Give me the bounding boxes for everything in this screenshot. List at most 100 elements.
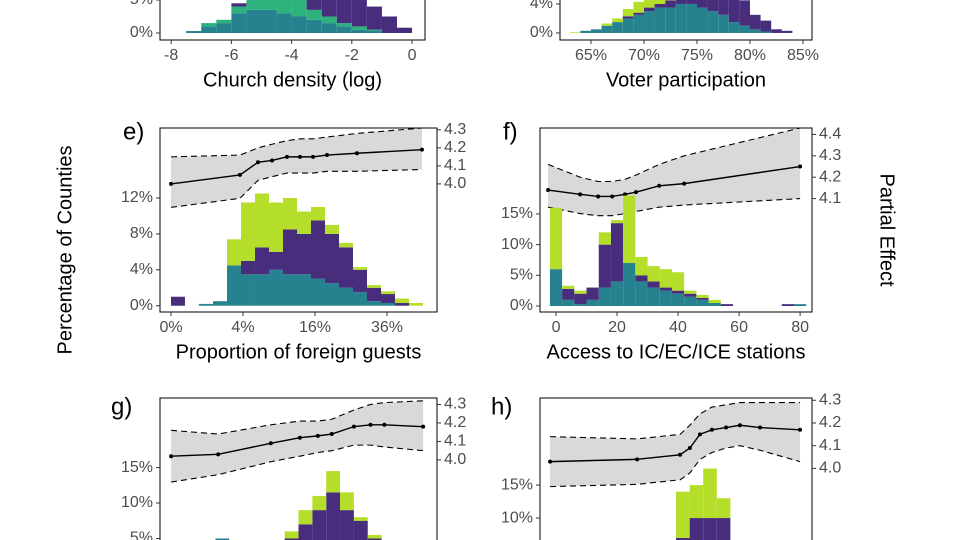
panel-label: f) [503, 118, 518, 145]
histogram-bar [612, 22, 623, 33]
y-tick-label: 5% [130, 530, 153, 540]
histogram-bar [707, 11, 719, 33]
histogram-bar [728, 22, 740, 33]
histogram-bar [310, 278, 325, 306]
histogram-bar [686, 0, 697, 4]
panel-frame [159, 0, 426, 41]
histogram-bar [643, 0, 655, 8]
x-tick-label: 16% [299, 319, 331, 336]
histogram-bar [665, 0, 676, 8]
histogram-bar [351, 0, 367, 27]
effect-point [596, 194, 601, 199]
y2-tick-label: 4.1 [819, 190, 841, 207]
effect-point [169, 454, 174, 459]
histogram-bar [353, 520, 368, 540]
histogram-bar [326, 492, 341, 540]
effect-point [311, 154, 316, 159]
y-tick-label: 0% [530, 24, 553, 41]
histogram-bar [268, 251, 284, 270]
histogram-bar [633, 12, 644, 15]
effect-point [635, 457, 640, 462]
x-tick-label: 80% [734, 47, 766, 64]
x-tick-label: 4% [231, 319, 254, 336]
effect-point [678, 452, 683, 457]
y2-tick-label: 4.1 [819, 437, 841, 454]
histogram-bar [339, 247, 353, 288]
histogram-bar [254, 247, 269, 275]
histogram-bar [586, 287, 599, 300]
histogram-bar [771, 29, 782, 33]
y2-tick-label: 4.3 [819, 147, 841, 164]
histogram-bar [201, 26, 217, 33]
histogram-bar [718, 14, 729, 33]
histogram-bar [574, 293, 587, 305]
histogram-bar [336, 26, 352, 33]
confidence-band [548, 128, 801, 216]
confidence-bound [170, 168, 422, 208]
histogram-bar [676, 491, 690, 538]
histogram-bar [635, 256, 648, 276]
panel-frame [159, 127, 438, 313]
y-tick-label: 15% [121, 459, 153, 476]
histogram-bar [339, 242, 353, 248]
histogram-bar [352, 267, 367, 270]
histogram-bar [296, 274, 311, 306]
y2-tick-label: 4.4 [819, 126, 841, 143]
histogram-bar [654, 3, 666, 8]
histogram-bar [562, 285, 575, 289]
x-axis-title: Access to IC/EC/ICE stations [547, 341, 806, 363]
histogram-bar [298, 524, 313, 540]
y2-tick-label: 4.3 [444, 121, 466, 138]
histogram-bar [793, 304, 807, 306]
histogram-bar [716, 518, 731, 540]
histogram-bar [215, 538, 230, 540]
histogram-bar [291, 16, 307, 33]
panel-label: h) [491, 393, 512, 420]
effect-point [269, 158, 274, 163]
y-tick-label: 5% [510, 267, 533, 284]
confidence-bound [171, 400, 424, 435]
histogram-bar [696, 298, 709, 300]
histogram-bar [201, 23, 217, 27]
histogram-bar [380, 291, 396, 295]
histogram-bar [696, 294, 709, 299]
histogram-bar [671, 290, 685, 294]
histogram-bar [598, 287, 611, 306]
effect-point [354, 151, 359, 156]
histogram-bar [647, 281, 660, 288]
histogram-bar [574, 290, 587, 294]
histogram-bar [340, 510, 354, 540]
histogram-bar [574, 304, 587, 306]
histogram-bar [781, 304, 794, 306]
histogram-bar [396, 27, 413, 33]
x-tick-label: -2 [345, 47, 359, 64]
histogram-bar [367, 534, 382, 539]
y2-axis-title: Partial Effect [876, 173, 898, 286]
y-tick-label: 8% [130, 225, 153, 242]
effect-point [237, 172, 242, 177]
x-tick-label: 40 [669, 319, 687, 336]
histogram-bar [312, 495, 327, 511]
histogram-bar [276, 0, 292, 14]
effect-point [297, 154, 302, 159]
effect-point [315, 433, 320, 438]
histogram-bar [549, 207, 563, 270]
histogram-bar [739, 25, 750, 33]
x-tick-label: 36% [371, 319, 403, 336]
histogram-bar [643, 11, 655, 33]
histogram-bar [231, 6, 247, 14]
histogram-bar [749, 29, 761, 33]
effect-point [737, 423, 742, 428]
confidence-bound [547, 127, 801, 183]
histogram-bar [633, 1, 644, 13]
histogram-bar [216, 19, 232, 24]
histogram-bar [254, 274, 269, 306]
panel-frame [539, 127, 813, 313]
y-tick-label: 15% [501, 476, 533, 493]
histogram-bar [686, 3, 697, 33]
histogram-bar [321, 0, 337, 17]
histogram-bar [231, 13, 247, 33]
effect-point [216, 452, 221, 457]
histogram-bar [261, 0, 277, 10]
